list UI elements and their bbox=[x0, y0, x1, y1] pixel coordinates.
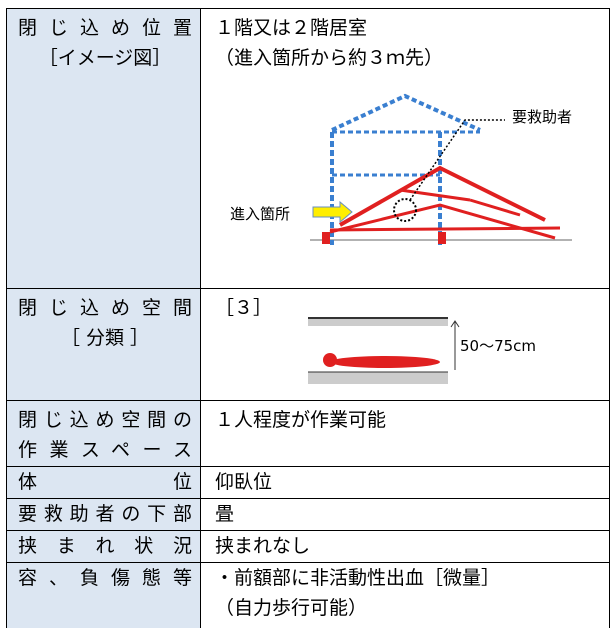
row-content: １階又は２階居室 （進入箇所から約３ｍ先） bbox=[201, 9, 443, 288]
content-line: 仰臥位 bbox=[215, 471, 273, 493]
row-content: 挟まれなし bbox=[201, 531, 310, 562]
label-line: 体 位 bbox=[18, 471, 192, 493]
label-line: 閉じ込め空間の bbox=[18, 409, 192, 431]
row-content: 仰臥位 bbox=[201, 467, 272, 498]
row-label: 閉じ込め空間の 作業スペース bbox=[6, 401, 201, 466]
row-label: 閉じ込め位置 ［イメージ図］ bbox=[6, 9, 201, 288]
label-line: ［ 分類 ］ bbox=[60, 327, 150, 349]
table-row: 体 位 仰臥位 bbox=[6, 466, 610, 498]
row-label: 体 位 bbox=[6, 467, 201, 498]
entry-label: 進入箇所 bbox=[230, 205, 290, 223]
label-line: 容、負傷態等 bbox=[18, 567, 192, 589]
content-line: １階又は２階居室 bbox=[215, 17, 368, 39]
table-row: 閉じ込め空間の 作業スペース １人程度が作業可能 bbox=[6, 400, 610, 466]
table-row: 容、負傷態等 ・前額部に非活動性出血［微量］ （自力歩行可能） bbox=[6, 562, 610, 628]
table-row: 挟まれ状況 挟まれなし bbox=[6, 530, 610, 562]
label-line: ［イメージ図］ bbox=[38, 47, 172, 69]
space-diagram: 50～75cm bbox=[308, 317, 536, 384]
table-row: 閉じ込め空間 ［ 分類 ］ ［３］ bbox=[6, 288, 610, 400]
victim-label: 要救助者 bbox=[512, 108, 572, 126]
content-line: ［３］ bbox=[215, 297, 273, 319]
content-line: 挟まれなし bbox=[215, 535, 311, 557]
label-line: 作業スペース bbox=[18, 439, 192, 461]
height-label: 50～75cm bbox=[460, 337, 536, 355]
row-label: 要救助者の下部 bbox=[6, 499, 201, 530]
content-line: （自力歩行可能） bbox=[215, 597, 368, 619]
row-content: ・前額部に非活動性出血［微量］ （自力歩行可能） bbox=[201, 563, 500, 628]
row-content: １人程度が作業可能 bbox=[201, 401, 386, 466]
row-label: 閉じ込め空間 ［ 分類 ］ bbox=[6, 289, 201, 400]
label-line: 閉じ込め位置 bbox=[18, 17, 192, 39]
row-content: 畳 bbox=[201, 499, 234, 530]
collapse-diagram: 要救助者 進入箇所 bbox=[230, 93, 572, 245]
content-line: （進入箇所から約３ｍ先） bbox=[215, 47, 444, 69]
table-row: 要救助者の下部 畳 bbox=[6, 498, 610, 530]
label-line: 挟まれ状況 bbox=[18, 535, 192, 557]
row-label: 容、負傷態等 bbox=[6, 563, 201, 628]
label-line: 要救助者の下部 bbox=[18, 503, 192, 525]
row-label: 挟まれ状況 bbox=[6, 531, 201, 562]
content-line: １人程度が作業可能 bbox=[215, 409, 387, 431]
row-content: ［３］ bbox=[201, 289, 272, 400]
label-line: 閉じ込め空間 bbox=[18, 297, 192, 319]
content-line: 畳 bbox=[215, 503, 235, 525]
table-row: 閉じ込め位置 ［イメージ図］ １階又は２階居室 （進入箇所から約３ｍ先） bbox=[6, 8, 610, 288]
content-line: ・前額部に非活動性出血［微量］ bbox=[215, 567, 501, 589]
